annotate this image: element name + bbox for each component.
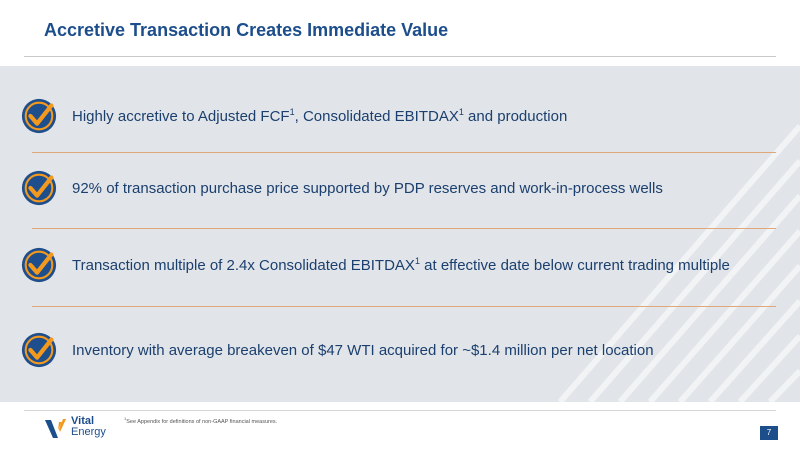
footnote: 1See Appendix for definitions of non-GAA…: [124, 416, 278, 425]
bullet-divider: [32, 306, 776, 307]
bullet-text-4: Inventory with average breakeven of $47 …: [72, 341, 654, 359]
bullet-item-1: Highly accretive to Adjusted FCF1, Conso…: [20, 94, 780, 138]
diagonal-stripes-decoration: [557, 124, 800, 402]
bullet-divider: [32, 152, 776, 153]
title-divider: [24, 56, 776, 57]
bullet-item-3: Transaction multiple of 2.4x Consolidate…: [20, 243, 780, 287]
logo-wordmark: Vital Energy: [71, 416, 106, 438]
checkmark-badge-icon: [21, 247, 57, 283]
footer-divider: [24, 410, 776, 411]
checkmark-badge-icon: [21, 332, 57, 368]
logo-line-2: Energy: [71, 426, 106, 438]
vital-energy-logo: Vital Energy: [44, 416, 106, 440]
bullet-item-2: 92% of transaction purchase price suppor…: [20, 166, 780, 210]
checkmark-badge-icon: [21, 170, 57, 206]
content-panel: [0, 66, 800, 402]
checkmark-badge-icon: [21, 98, 57, 134]
bullet-text-1: Highly accretive to Adjusted FCF1, Conso…: [72, 107, 568, 125]
logo-mark-icon: [45, 419, 66, 438]
bullet-text-3: Transaction multiple of 2.4x Consolidate…: [72, 256, 730, 274]
bullet-divider: [32, 228, 776, 229]
slide-title: Accretive Transaction Creates Immediate …: [44, 20, 449, 40]
logo-line-1: Vital: [71, 415, 95, 427]
bullet-text-2: 92% of transaction purchase price suppor…: [72, 179, 663, 197]
page-number: 7: [760, 426, 778, 440]
bullet-item-4: Inventory with average breakeven of $47 …: [20, 328, 780, 372]
